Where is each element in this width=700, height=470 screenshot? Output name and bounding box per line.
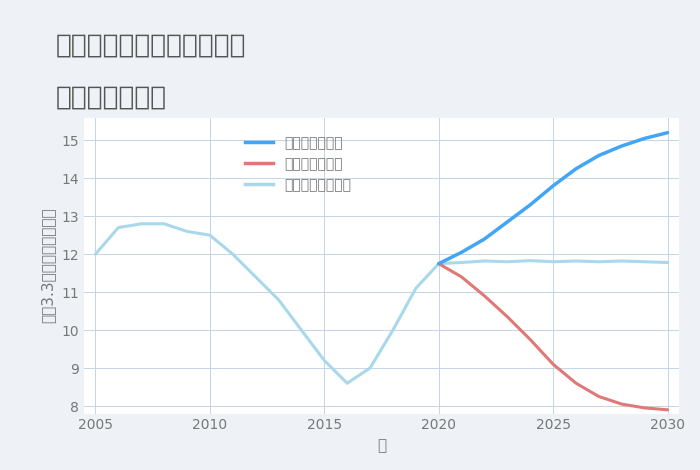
ノーマルシナリオ [480,258,489,264]
ノーマルシナリオ [572,258,580,264]
Line: ノーマルシナリオ: ノーマルシナリオ [95,224,668,383]
ノーマルシナリオ [549,259,557,265]
ノーマルシナリオ [206,232,214,238]
ノーマルシナリオ [91,251,99,257]
グッドシナリオ [572,166,580,172]
ノーマルシナリオ [160,221,168,227]
グッドシナリオ [435,261,443,266]
ノーマルシナリオ [389,327,397,333]
バッドシナリオ [664,407,672,413]
バッドシナリオ [457,274,466,280]
ノーマルシナリオ [228,251,237,257]
Text: 土地の価格推移: 土地の価格推移 [56,85,167,110]
バッドシナリオ [595,394,603,399]
バッドシナリオ [480,293,489,299]
ノーマルシナリオ [503,259,512,265]
ノーマルシナリオ [595,259,603,265]
グッドシナリオ [503,219,512,225]
グッドシナリオ [549,183,557,188]
バッドシナリオ [572,380,580,386]
Line: バッドシナリオ: バッドシナリオ [439,264,668,410]
ノーマルシナリオ [343,380,351,386]
グッドシナリオ [640,135,649,141]
ノーマルシナリオ [526,258,535,263]
ノーマルシナリオ [412,285,420,291]
ノーマルシナリオ [183,228,191,234]
バッドシナリオ [549,361,557,367]
ノーマルシナリオ [366,365,375,371]
バッドシナリオ [435,261,443,266]
Text: 兵庫県丹波市春日町稲塚の: 兵庫県丹波市春日町稲塚の [56,33,246,59]
グッドシナリオ [526,202,535,208]
ノーマルシナリオ [435,261,443,266]
Line: グッドシナリオ: グッドシナリオ [439,133,668,264]
ノーマルシナリオ [664,260,672,266]
X-axis label: 年: 年 [377,438,386,453]
ノーマルシナリオ [251,274,260,280]
バッドシナリオ [617,401,626,407]
バッドシナリオ [526,337,535,342]
グッドシナリオ [480,236,489,242]
ノーマルシナリオ [298,327,306,333]
グッドシナリオ [457,250,466,255]
ノーマルシナリオ [274,297,283,303]
ノーマルシナリオ [457,260,466,266]
グッドシナリオ [664,130,672,135]
Legend: グッドシナリオ, バッドシナリオ, ノーマルシナリオ: グッドシナリオ, バッドシナリオ, ノーマルシナリオ [239,130,357,197]
Y-axis label: 坪（3.3㎡）単価（万円）: 坪（3.3㎡）単価（万円） [41,208,56,323]
ノーマルシナリオ [640,259,649,265]
バッドシナリオ [503,314,512,320]
ノーマルシナリオ [137,221,146,227]
ノーマルシナリオ [320,358,328,363]
グッドシナリオ [617,143,626,149]
グッドシナリオ [595,153,603,158]
バッドシナリオ [640,405,649,411]
ノーマルシナリオ [617,258,626,264]
ノーマルシナリオ [114,225,122,230]
